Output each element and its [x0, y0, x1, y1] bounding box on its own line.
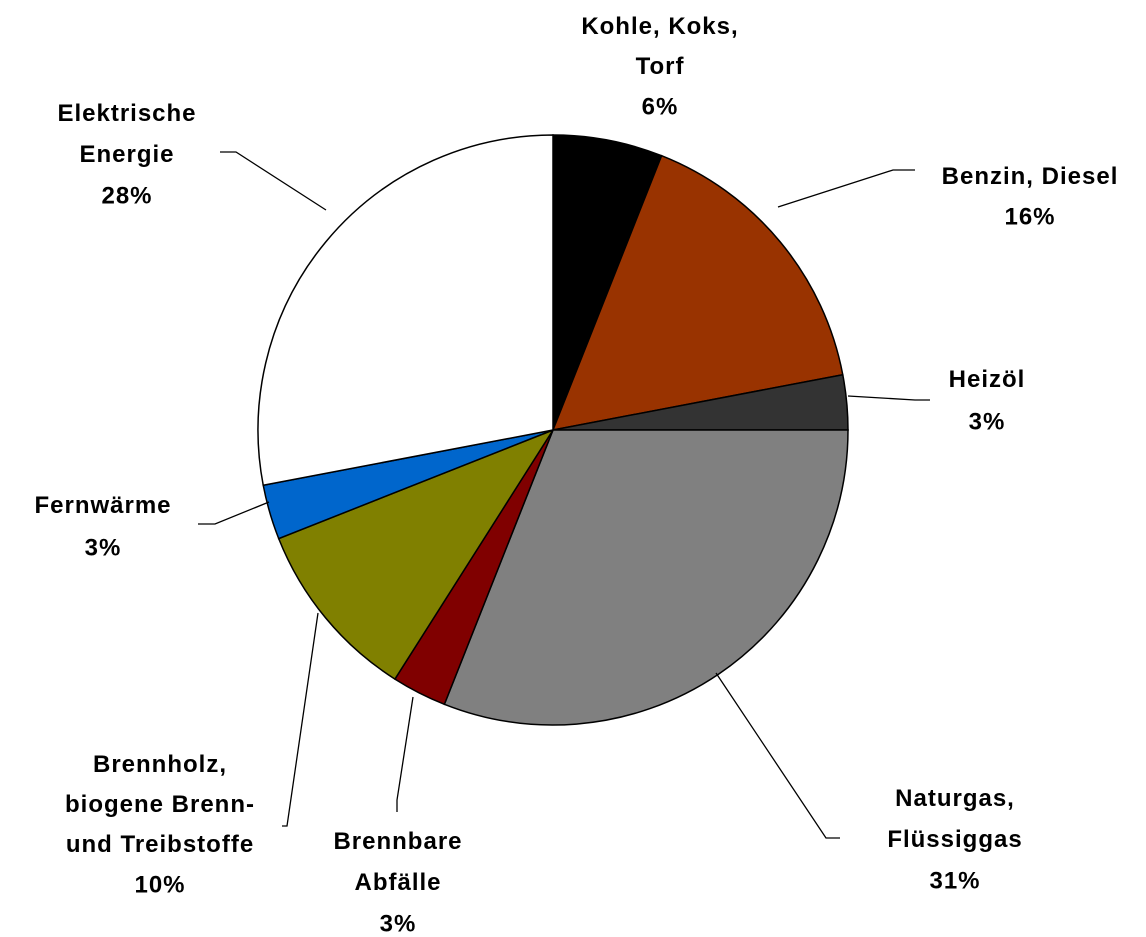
label-line: Elektrische: [57, 100, 196, 127]
slice-label: Brennbare Abfälle: [333, 828, 462, 896]
label-line: Brennbare: [333, 828, 462, 855]
slice-label: Fernwärme: [34, 492, 171, 519]
slice-label: Benzin, Diesel: [942, 163, 1119, 190]
slice-label: Kohle, Koks, Torf: [581, 13, 738, 80]
label-line: Naturgas,: [895, 785, 1015, 812]
leader-line: [777, 169, 915, 208]
slice-label: Brennholz, biogene Brenn-und Treibstoffe: [65, 751, 255, 858]
leader-line: [282, 612, 319, 827]
value-label: 28%: [101, 182, 152, 209]
pie-slice: [277, 428, 555, 681]
leader-line: [847, 395, 930, 401]
leader-line: [220, 151, 327, 211]
pie-slice: [443, 429, 849, 726]
slice-label: Heizöl: [949, 366, 1026, 393]
pie-slice: [551, 154, 844, 431]
value-label: 31%: [929, 867, 980, 894]
label-line: Kohle, Koks,: [581, 13, 738, 40]
value-label: 3%: [85, 534, 122, 561]
slice-label: Naturgas, Flüssiggas: [887, 785, 1022, 853]
label-line: Brennholz,: [93, 751, 227, 778]
pie-slice: [257, 134, 554, 487]
label-line: Heizöl: [949, 366, 1026, 393]
label-line: Benzin, Diesel: [942, 163, 1119, 190]
slice-label: Elektrische Energie: [57, 100, 196, 168]
value-label: 3%: [969, 408, 1006, 435]
value-label: 6%: [642, 93, 679, 120]
label-line: Abfälle: [354, 869, 441, 896]
value-label: 3%: [380, 910, 417, 937]
label-line: und Treibstoffe: [66, 831, 254, 858]
label-line: Flüssiggas: [887, 826, 1022, 853]
label-line: Torf: [636, 53, 685, 80]
leader-line: [396, 696, 414, 812]
leader-line: [198, 501, 270, 525]
value-label: 16%: [1004, 203, 1055, 230]
label-line: Fernwärme: [34, 492, 171, 519]
label-line: biogene Brenn-: [65, 791, 255, 818]
leader-line: [715, 672, 840, 839]
value-label: 10%: [134, 871, 185, 898]
label-line: Energie: [79, 141, 174, 168]
